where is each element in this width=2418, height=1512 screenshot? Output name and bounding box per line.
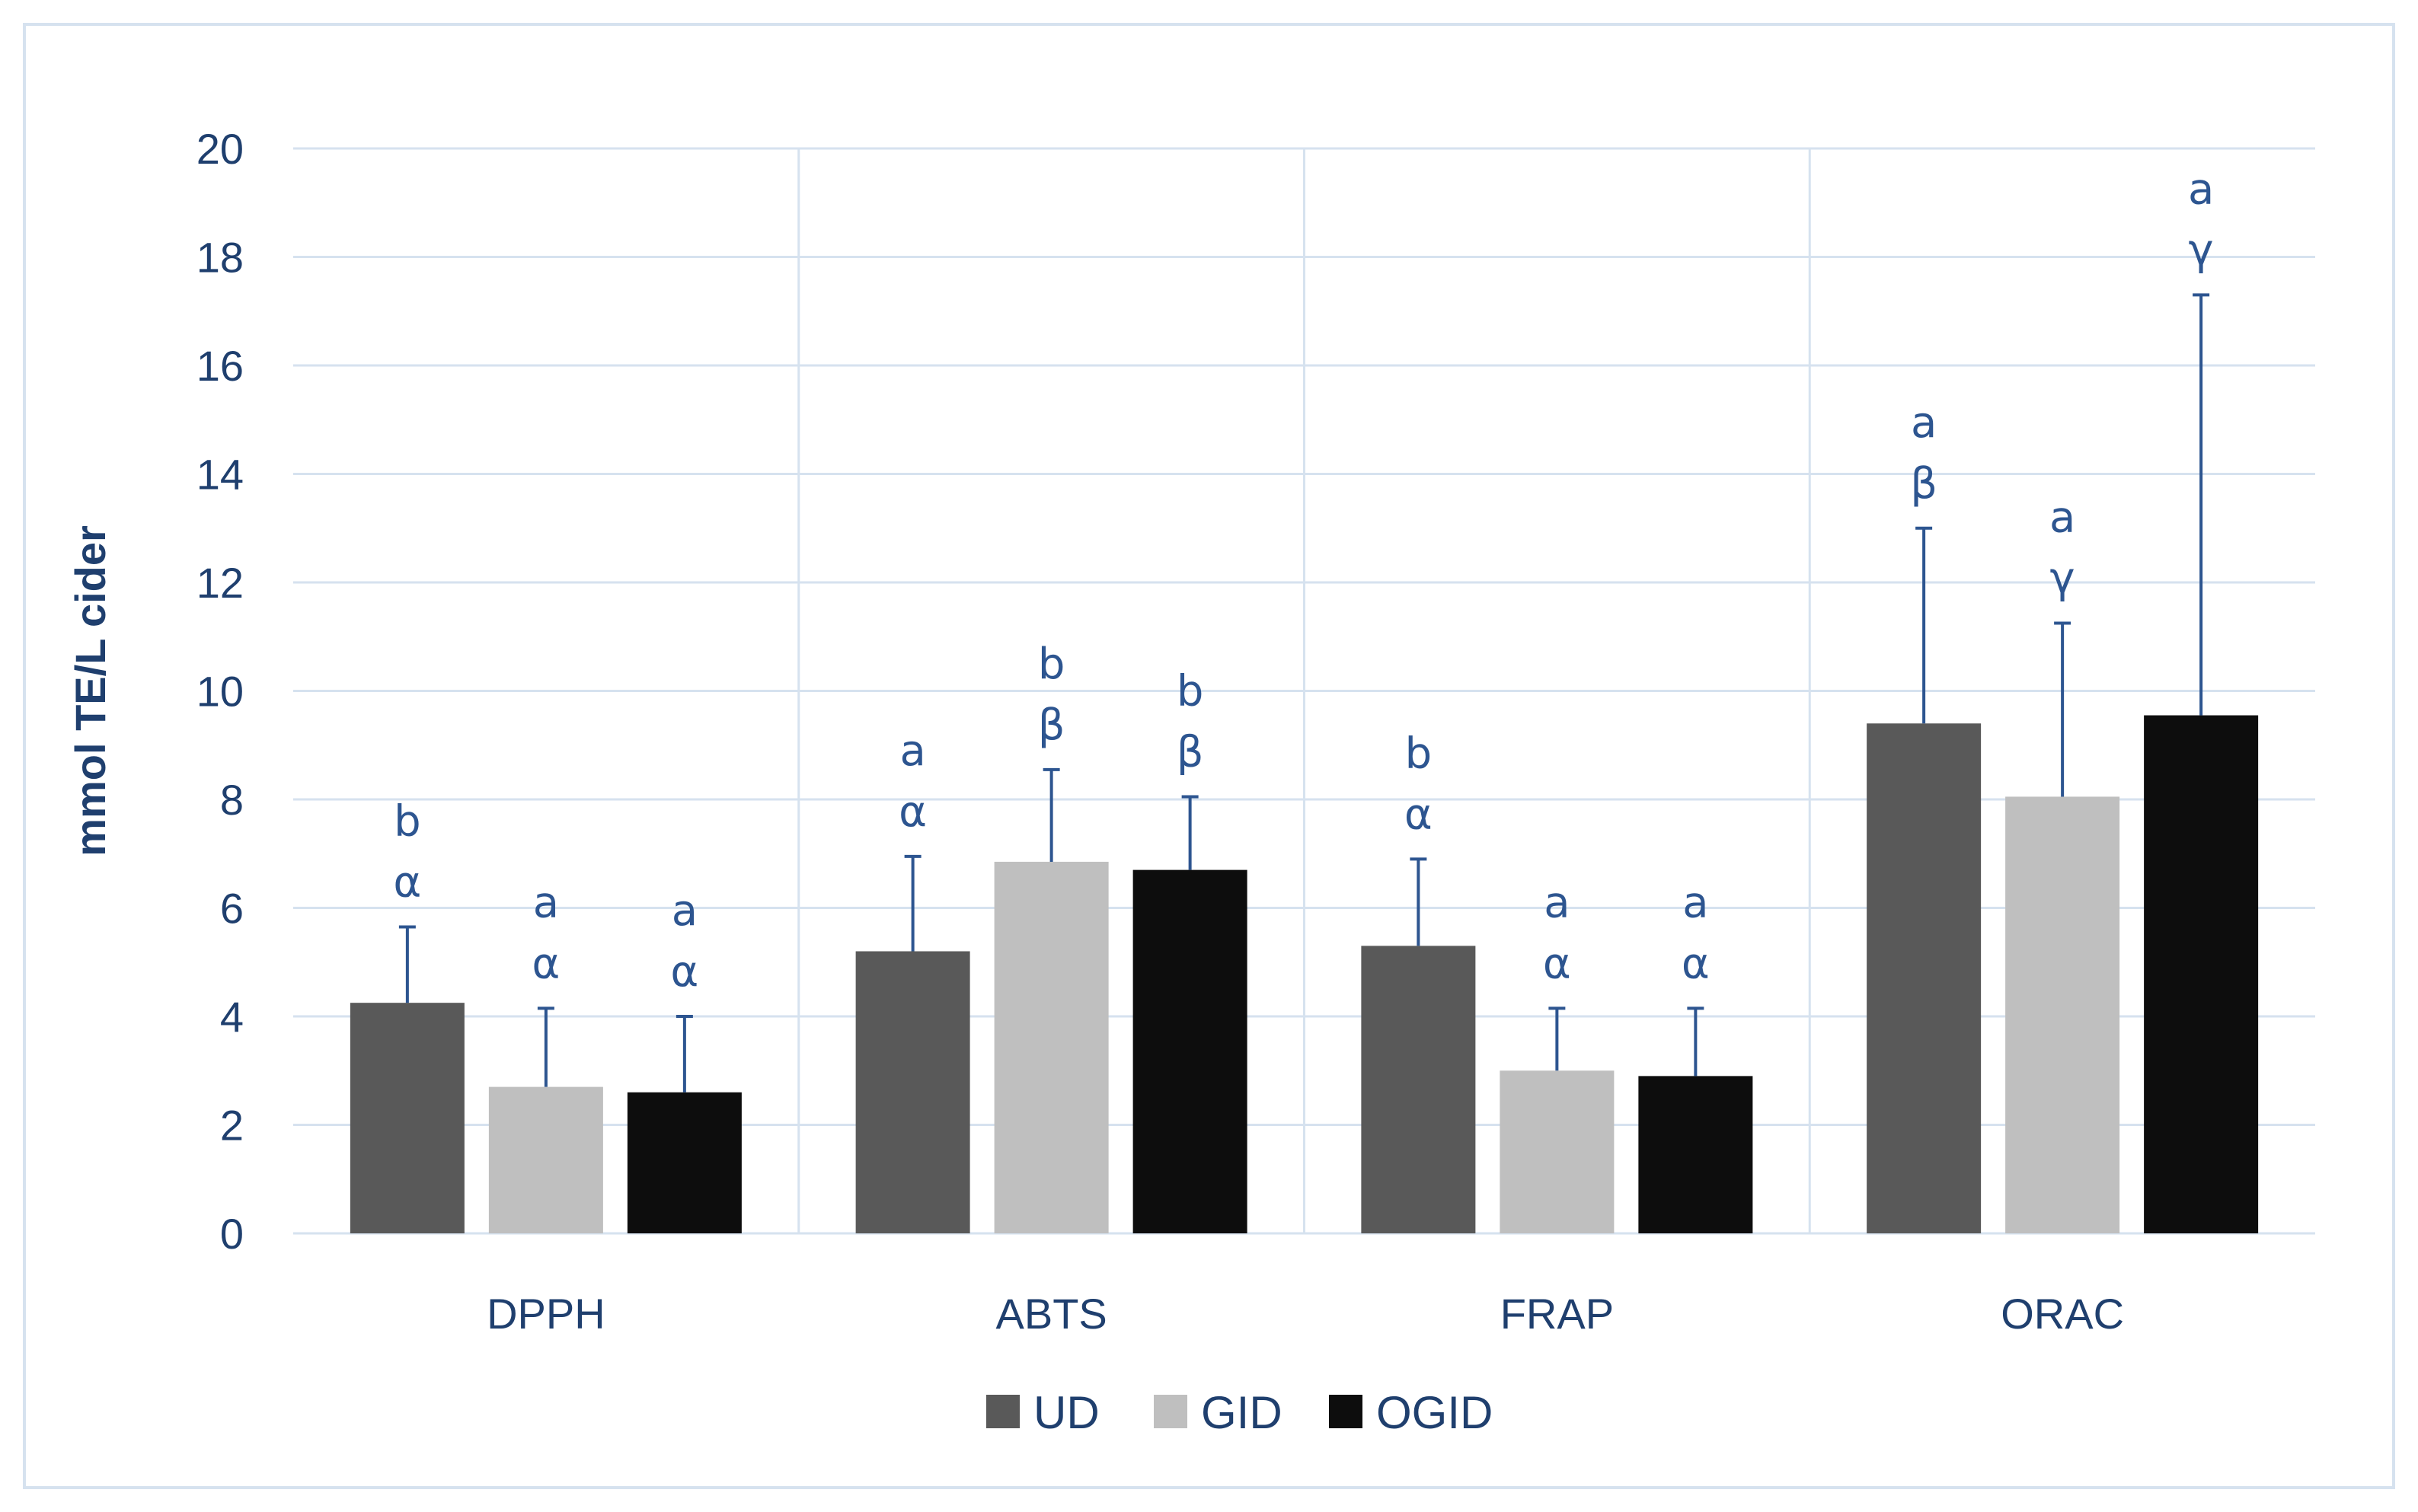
y-tick-label: 6 <box>220 885 244 933</box>
significance-letter-label: a <box>533 878 559 927</box>
y-tick-label: 12 <box>196 559 244 607</box>
significance-greek-label: β <box>1038 700 1065 750</box>
bar-orac-ogid <box>2144 715 2259 1233</box>
legend-swatch-ud <box>986 1395 1020 1428</box>
significance-greek-label: α <box>393 857 421 907</box>
y-axis-ticks: 0 2 4 6 8 10 12 14 16 18 20 <box>196 125 244 1258</box>
category-labels: DPPH ABTS FRAP ORAC <box>487 1290 2124 1338</box>
significance-greek-label: α <box>1543 939 1571 988</box>
significance-greek-label: β <box>1910 459 1937 509</box>
bar-abts-ud <box>855 951 970 1233</box>
legend-label-ogid: OGID <box>1376 1387 1493 1438</box>
bar-frap-ogid <box>1638 1076 1753 1233</box>
legend-swatch-gid <box>1154 1395 1187 1428</box>
bar-abts-gid <box>994 861 1109 1233</box>
y-tick-label: 20 <box>196 125 244 173</box>
significance-greek-label: α <box>532 939 560 988</box>
bars <box>350 715 2259 1233</box>
y-tick-label: 0 <box>220 1210 244 1258</box>
significance-greek-label: α <box>670 947 698 997</box>
significance-greek-label: α <box>899 787 927 837</box>
significance-letter-label: a <box>2188 164 2214 214</box>
legend-label-gid: GID <box>1201 1387 1282 1438</box>
significance-letter-label: a <box>1911 398 1937 448</box>
category-label-frap: FRAP <box>1500 1290 1614 1338</box>
bar-frap-ud <box>1361 946 1476 1233</box>
significance-letter-label: b <box>394 796 421 846</box>
category-label-abts: ABTS <box>995 1290 1107 1338</box>
category-separators <box>797 148 1811 1233</box>
bar-dpph-ud <box>350 1003 465 1233</box>
error-bars <box>398 293 2210 1093</box>
category-label-orac: ORAC <box>2001 1290 2124 1338</box>
category-label-dpph: DPPH <box>487 1290 605 1338</box>
significance-letter-label: a <box>899 726 925 776</box>
significance-greek-label: γ <box>2189 225 2214 275</box>
significance-greek-label: β <box>1177 727 1204 777</box>
y-tick-label: 2 <box>220 1102 244 1150</box>
bar-frap-gid <box>1500 1070 1615 1233</box>
significance-letter-label: b <box>1038 640 1065 689</box>
chart-frame <box>23 23 2395 1489</box>
significance-letter-label: a <box>2049 493 2075 542</box>
legend-swatch-ogid <box>1329 1395 1362 1428</box>
bar-orac-ud <box>1867 723 1982 1233</box>
y-tick-label: 10 <box>196 668 244 716</box>
significance-letter-label: b <box>1405 729 1433 778</box>
y-tick-label: 18 <box>196 234 244 282</box>
significance-greek-label: α <box>1682 939 1710 988</box>
bar-orac-gid <box>2005 796 2120 1233</box>
legend: UD GID OGID <box>986 1387 1493 1438</box>
legend-label-ud: UD <box>1033 1387 1100 1438</box>
bar-dpph-ogid <box>627 1092 742 1233</box>
significance-greek-label: α <box>1404 789 1433 839</box>
y-axis-title: mmol TE/L cider <box>66 525 114 856</box>
bar-abts-ogid <box>1132 869 1247 1233</box>
significance-letter-label: a <box>1544 878 1570 927</box>
y-tick-label: 16 <box>196 342 244 390</box>
significance-letter-label: a <box>672 886 698 936</box>
significance-greek-label: γ <box>2050 553 2075 603</box>
y-tick-label: 14 <box>196 451 244 499</box>
significance-letter-label: a <box>1682 878 1708 927</box>
y-tick-label: 4 <box>220 993 244 1041</box>
bar-dpph-gid <box>488 1086 603 1233</box>
significance-letter-label: b <box>1177 666 1204 716</box>
y-tick-label: 8 <box>220 776 244 824</box>
